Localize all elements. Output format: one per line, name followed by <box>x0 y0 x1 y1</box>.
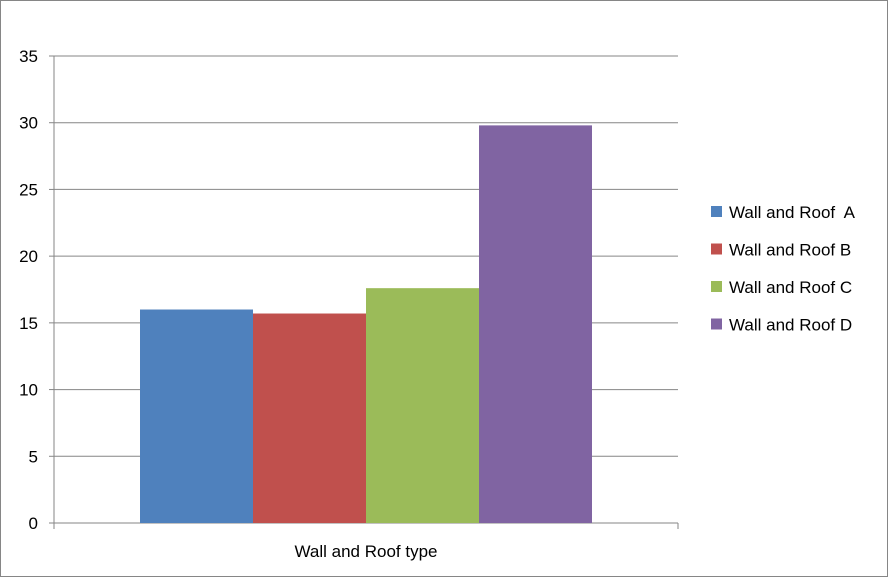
legend-swatch <box>711 318 722 330</box>
y-tick-label: 15 <box>19 314 38 333</box>
x-axis-category-label: Wall and Roof type <box>295 542 438 561</box>
y-tick-label: 5 <box>29 447 38 466</box>
legend-swatch <box>711 206 722 217</box>
y-tick-label: 20 <box>19 247 38 266</box>
y-tick-label: 35 <box>19 47 38 66</box>
y-tick-label: 10 <box>19 381 38 400</box>
legend-label: Wall and Roof D <box>729 316 852 335</box>
y-tick-label: 0 <box>29 514 38 533</box>
legend-label: Wall and Roof B <box>729 241 851 260</box>
legend-label: Wall and Roof A <box>729 203 856 222</box>
legend: Wall and Roof A Wall and Roof B Wall and R… <box>711 203 856 335</box>
legend-swatch <box>711 243 722 255</box>
y-axis-tick-labels: 0 5 10 15 20 25 30 35 <box>19 47 38 533</box>
bar-c <box>366 288 479 523</box>
legend-label: Wall and Roof C <box>729 278 852 297</box>
bars <box>140 125 592 523</box>
y-tick-label: 25 <box>19 180 38 199</box>
bar-b <box>253 313 366 523</box>
legend-swatch <box>711 281 722 292</box>
y-tick-label: 30 <box>19 114 38 133</box>
bar-d <box>479 125 592 523</box>
bar-a <box>140 309 253 523</box>
